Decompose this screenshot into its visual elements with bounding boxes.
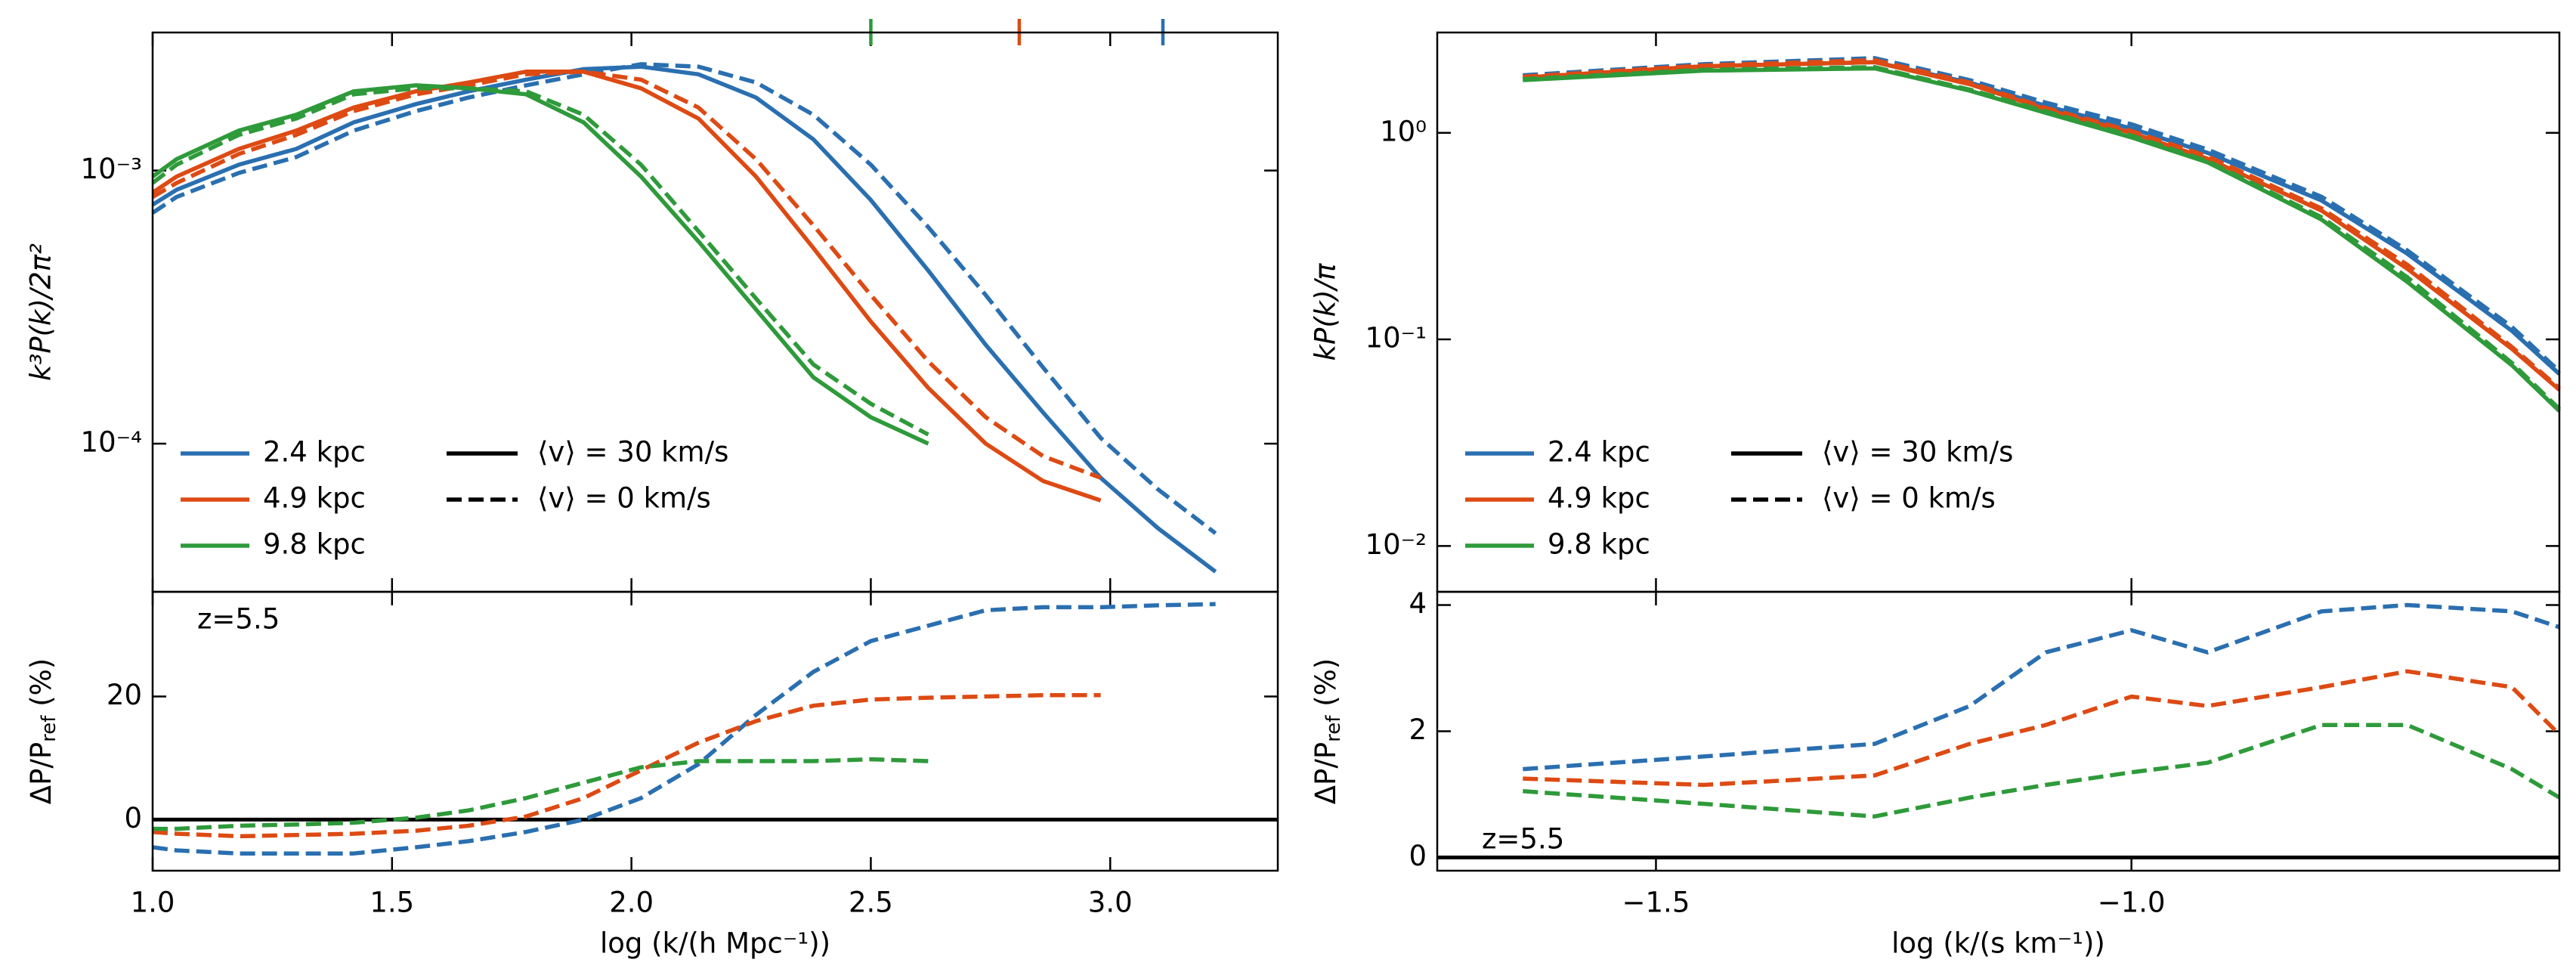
legend-label: ⟨v⟩ = 0 km/s: [537, 482, 711, 515]
annotation: z=5.5: [197, 603, 280, 636]
series-line: [151, 83, 929, 446]
x-tick-label: 2.0: [609, 887, 654, 919]
legend-label: ⟨v⟩ = 30 km/s: [1822, 436, 2013, 469]
x-axis-label: log (k/(h Mpc⁻¹)): [600, 927, 830, 960]
legend-label: 2.4 kpc: [263, 436, 366, 469]
legend-label: 4.9 kpc: [263, 482, 366, 515]
series-line: [1523, 669, 2561, 788]
y-axis-label-sub: ref: [1322, 715, 1345, 742]
axes-frame: [1436, 590, 2561, 872]
series-line: [151, 70, 1102, 480]
series-line: [151, 70, 1102, 503]
series-line: [1523, 57, 2561, 390]
legend-label: 2.4 kpc: [1548, 436, 1650, 469]
y-tick-label: 10⁻⁴: [81, 426, 142, 459]
x-tick-label: 2.5: [849, 887, 893, 919]
x-tick-label: 3.0: [1088, 887, 1133, 919]
series-line: [151, 86, 929, 437]
x-tick-label: −1.5: [1622, 887, 1690, 919]
y-axis-label: ΔP/Pref (%): [25, 658, 60, 804]
series-line: [152, 602, 1216, 856]
x-tick-label: 1.0: [131, 887, 175, 919]
y-axis-label-suffix: (%): [25, 658, 57, 716]
y-tick-label: 20: [107, 679, 142, 711]
legend-label: ⟨v⟩ = 0 km/s: [1822, 482, 1996, 515]
series-line: [152, 693, 1101, 839]
y-tick-label: 10⁻³: [81, 153, 142, 185]
legend-label: 9.8 kpc: [1548, 528, 1650, 561]
y-tick-label: 10⁻¹: [1365, 322, 1427, 354]
y-axis-label: kP(k)/π: [1310, 263, 1342, 361]
y-axis-label: k³P(k)/2π²: [25, 243, 57, 381]
y-tick-label: 0: [1409, 840, 1427, 872]
legend-label: 4.9 kpc: [1548, 482, 1650, 515]
legend-label: ⟨v⟩ = 30 km/s: [537, 436, 728, 469]
y-axis-label: ΔP/Pref (%): [1310, 658, 1345, 804]
legend-label: 9.8 kpc: [263, 528, 366, 561]
y-axis-label-sub: ref: [38, 715, 60, 742]
y-tick-label: 4: [1409, 587, 1427, 620]
series-line: [153, 757, 929, 831]
series-line: [1523, 65, 2561, 411]
series-line: [151, 62, 1217, 535]
x-axis-label: log (k/(s km⁻¹)): [1891, 927, 2105, 960]
series-line: [1523, 602, 2560, 772]
x-tick-label: 1.5: [370, 887, 414, 919]
y-axis-label-suffix: (%): [1310, 658, 1342, 716]
annotation: z=5.5: [1482, 823, 1564, 856]
y-tick-label: 10⁰: [1380, 115, 1427, 147]
y-tick-label: 0: [124, 802, 142, 834]
y-tick-label: 10⁻²: [1365, 528, 1427, 561]
axes-frame: [151, 590, 1279, 872]
y-tick-label: 2: [1409, 713, 1427, 746]
x-tick-label: −1.0: [2098, 887, 2166, 919]
y-axis-label-main: ΔP/P: [1310, 742, 1342, 804]
series-line: [1523, 66, 2561, 413]
y-axis-label-main: ΔP/P: [25, 742, 57, 804]
series-line: [1523, 723, 2561, 819]
series-line: [151, 64, 1217, 574]
